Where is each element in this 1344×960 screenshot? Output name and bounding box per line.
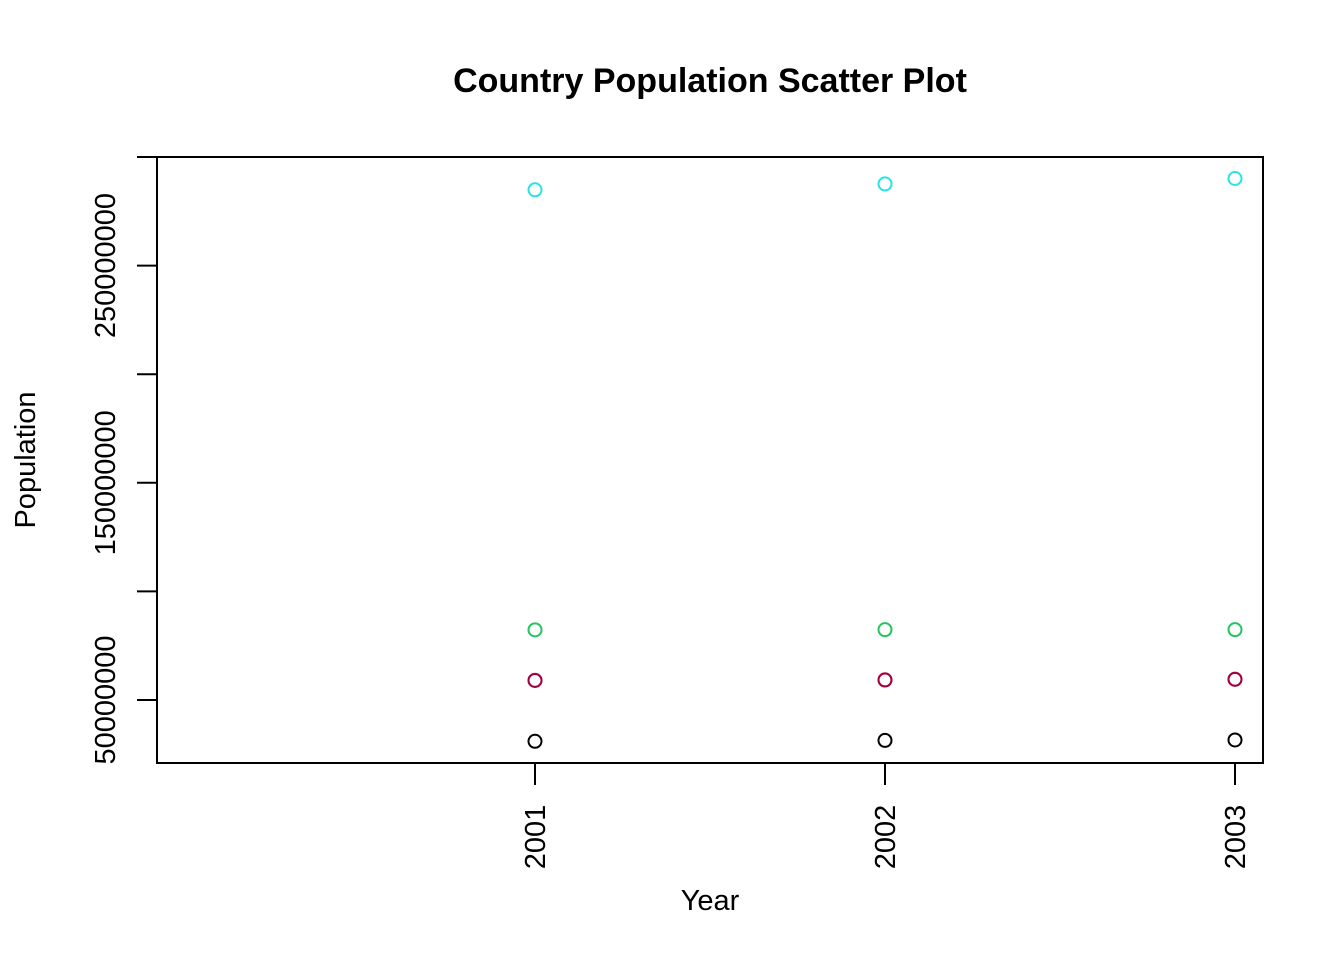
data-point	[877, 622, 893, 638]
y-axis-label: Population	[10, 391, 42, 528]
data-point	[1227, 171, 1243, 187]
data-point	[877, 732, 893, 748]
x-tick-label: 2003	[1220, 805, 1252, 870]
y-tick-label: 150000000	[90, 410, 122, 555]
plot-frame	[156, 156, 1264, 764]
data-point	[1227, 622, 1243, 638]
data-point	[1227, 732, 1243, 748]
x-tick-label: 2001	[520, 805, 552, 870]
x-tick-label: 2002	[870, 805, 902, 870]
y-tick-label: 50000000	[90, 635, 122, 764]
x-axis-label: Year	[681, 885, 740, 917]
data-point	[527, 182, 543, 198]
data-point	[877, 672, 893, 688]
data-point	[527, 622, 543, 638]
data-point	[527, 733, 543, 749]
data-points	[527, 171, 1243, 749]
data-point	[527, 672, 543, 688]
chart-title: Country Population Scatter Plot	[453, 62, 967, 100]
y-tick-label: 250000000	[90, 193, 122, 338]
data-point	[877, 176, 893, 192]
y-axis: 50000000 150000000 250000000	[90, 156, 158, 765]
x-axis: 2001 2002 2003	[520, 762, 1252, 870]
data-point	[1227, 671, 1243, 687]
